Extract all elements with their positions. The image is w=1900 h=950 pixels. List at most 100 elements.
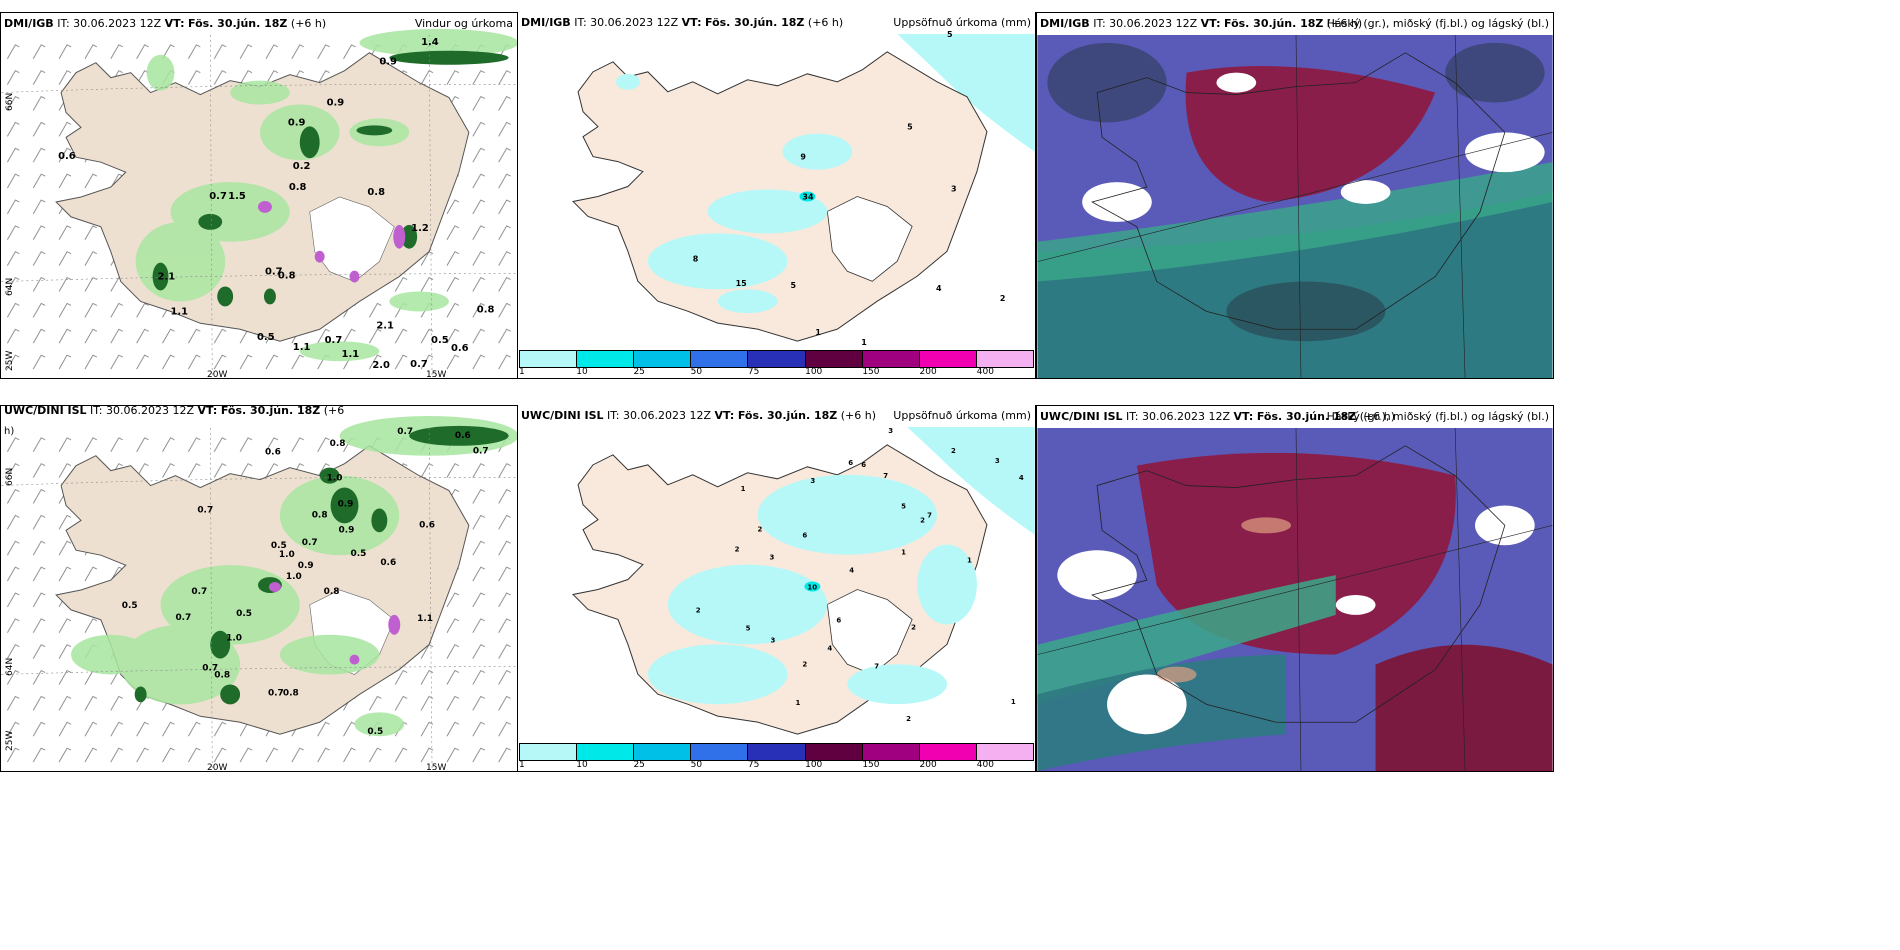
accum-value: 1 bbox=[815, 328, 821, 337]
precip-value: 0.5 bbox=[350, 549, 366, 559]
precip-value: 0.8 bbox=[312, 510, 328, 520]
vt-label: VT: bbox=[714, 409, 735, 422]
legend-swatch bbox=[976, 744, 1033, 760]
precip-value: 0.5 bbox=[236, 609, 252, 619]
accum-value: 3 bbox=[770, 554, 775, 562]
accum-value: 3 bbox=[951, 185, 957, 194]
panel-header: UWC/DINI ISL IT: 30.06.2023 12Z VT: Fös.… bbox=[1, 405, 517, 422]
panel-clouds-dmi: DMI/IGB IT: 30.06.2023 12Z VT: Fös. 30.j… bbox=[1036, 12, 1554, 379]
legend-swatch bbox=[862, 351, 920, 367]
legend-swatch bbox=[862, 744, 920, 760]
lead-time: (+6 bbox=[323, 405, 345, 417]
precip-value: 0.7 bbox=[197, 505, 213, 515]
wind-precip-map: 0.8 0.7 0.6 0.6 0.7 1.0 0.9 0.7 0.8 0.9 … bbox=[1, 415, 517, 771]
precip-value: 0.6 bbox=[455, 431, 471, 441]
precip-value: 0.7 bbox=[473, 447, 489, 457]
legend-swatch bbox=[634, 744, 692, 760]
panel-header: UWC/DINI ISL IT: 30.06.2023 12Z VT: Fös.… bbox=[1037, 406, 1553, 428]
legend-tick: 10 bbox=[576, 760, 588, 770]
model-name: DMI/IGB bbox=[4, 17, 54, 30]
panel-wind-precip-uwc: UWC/DINI ISL IT: 30.06.2023 12Z VT: Fös.… bbox=[0, 405, 518, 772]
legend-swatch bbox=[634, 351, 692, 367]
legend-swatch bbox=[520, 744, 578, 760]
cloud-map bbox=[1037, 427, 1553, 771]
vt-label: VT: bbox=[197, 405, 218, 417]
lead-time: (+6 h) bbox=[807, 16, 844, 29]
lead-time-wrap: h) bbox=[4, 426, 15, 437]
accum-value: 2 bbox=[911, 623, 916, 631]
accum-value: 4 bbox=[849, 567, 854, 575]
valid-time: Fös. 30.jún. 18Z bbox=[737, 409, 838, 422]
model-name: UWC/DINI ISL bbox=[521, 409, 604, 422]
lead-time: (+6 h) bbox=[290, 17, 327, 30]
legend-tick: 25 bbox=[633, 367, 645, 377]
wind-precip-map: 0.9 1.4 0.9 0.6 0.9 0.2 0.8 0.7 1.5 0.8 … bbox=[1, 28, 517, 378]
panel-title: Uppsöfnuð úrkoma (mm) bbox=[893, 409, 1031, 422]
vt-label: VT: bbox=[164, 17, 185, 30]
panel-header: DMI/IGB IT: 30.06.2023 12Z VT: Fös. 30.j… bbox=[518, 12, 1035, 34]
legend-tick: 50 bbox=[690, 367, 703, 377]
accum-value: 2 bbox=[920, 517, 925, 525]
precip-value: 1.0 bbox=[226, 634, 242, 644]
precip-value: 2.1 bbox=[158, 272, 176, 283]
vt-label: VT: bbox=[681, 16, 702, 29]
model-name: DMI/IGB bbox=[521, 16, 571, 29]
precip-value: 0.9 bbox=[327, 97, 345, 108]
init-time: IT: 30.06.2023 12Z bbox=[1126, 410, 1231, 423]
vt-label: VT: bbox=[1200, 17, 1221, 30]
vt-label: VT: bbox=[1233, 410, 1254, 423]
precip-value: 1.0 bbox=[286, 572, 302, 582]
legend-tick: 400 bbox=[976, 367, 994, 377]
lead-time: (+6 h) bbox=[1359, 410, 1396, 423]
precip-value: 0.8 bbox=[278, 271, 296, 282]
precip-legend: 1 10 25 50 75 100 150 200 400 bbox=[518, 350, 1035, 378]
precip-value: 0.7 bbox=[175, 613, 191, 623]
precip-value: 0.9 bbox=[379, 57, 397, 68]
lon-label-15w: 15W bbox=[426, 370, 447, 379]
accum-value: 4 bbox=[936, 284, 942, 293]
accum-value: 1 bbox=[901, 549, 906, 557]
precip-value: 1.1 bbox=[170, 306, 188, 317]
init-time: IT: 30.06.2023 12Z bbox=[607, 409, 712, 422]
valid-time: Fös. 30.jún. 18Z bbox=[188, 17, 288, 30]
lat-label-66n: 66N bbox=[5, 467, 15, 486]
init-time: IT: 30.06.2023 12Z bbox=[1093, 17, 1198, 30]
accum-value: 3 bbox=[995, 457, 1000, 465]
precip-value: 1.5 bbox=[228, 191, 246, 202]
precip-value: 0.8 bbox=[214, 671, 230, 681]
accum-value: 2 bbox=[735, 546, 740, 554]
legend-tick: 50 bbox=[690, 760, 703, 770]
precip-value: 0.8 bbox=[324, 587, 340, 597]
accum-precip-map: 3 2 3 4 1 3 6 6 7 5 2 1 2 6 2 3 4 7 1 10… bbox=[572, 427, 1035, 735]
accum-value: 6 bbox=[861, 461, 866, 469]
init-time: IT: 30.06.2023 12Z bbox=[574, 16, 679, 29]
accum-value: 2 bbox=[951, 447, 956, 455]
precip-value: 0.8 bbox=[283, 688, 299, 698]
legend-tick: 100 bbox=[805, 760, 823, 770]
accum-value: 7 bbox=[874, 662, 879, 670]
legend-tick: 200 bbox=[919, 367, 937, 377]
precip-value: 1.1 bbox=[293, 342, 311, 353]
panel-accum-precip-uwc: UWC/DINI ISL IT: 30.06.2023 12Z VT: Fös.… bbox=[518, 405, 1036, 772]
precip-legend: 1 10 25 50 75 100 150 200 400 bbox=[518, 743, 1035, 771]
legend-swatch bbox=[748, 744, 806, 760]
precip-value: 0.7 bbox=[410, 359, 428, 370]
legend-swatch bbox=[748, 351, 806, 367]
valid-time: Fös. 30.jún. 18Z bbox=[1256, 410, 1357, 423]
legend-tick: 400 bbox=[976, 760, 994, 770]
accum-value: 8 bbox=[693, 254, 699, 263]
accum-value: 9 bbox=[800, 153, 806, 162]
model-name: UWC/DINI ISL bbox=[1040, 410, 1123, 423]
precip-value: 0.2 bbox=[293, 161, 311, 172]
legend-color-bar bbox=[519, 350, 1034, 368]
legend-swatch bbox=[691, 351, 749, 367]
legend-tick: 1 bbox=[519, 367, 525, 377]
legend-tick: 75 bbox=[747, 760, 760, 770]
precip-value: 0.5 bbox=[122, 601, 138, 611]
legend-swatch bbox=[577, 744, 635, 760]
accum-value: 2 bbox=[758, 526, 763, 534]
legend-swatch bbox=[691, 744, 749, 760]
precip-value: 1.0 bbox=[327, 474, 343, 484]
lat-label-64n: 64N bbox=[5, 277, 15, 296]
legend-tick: 100 bbox=[805, 367, 823, 377]
